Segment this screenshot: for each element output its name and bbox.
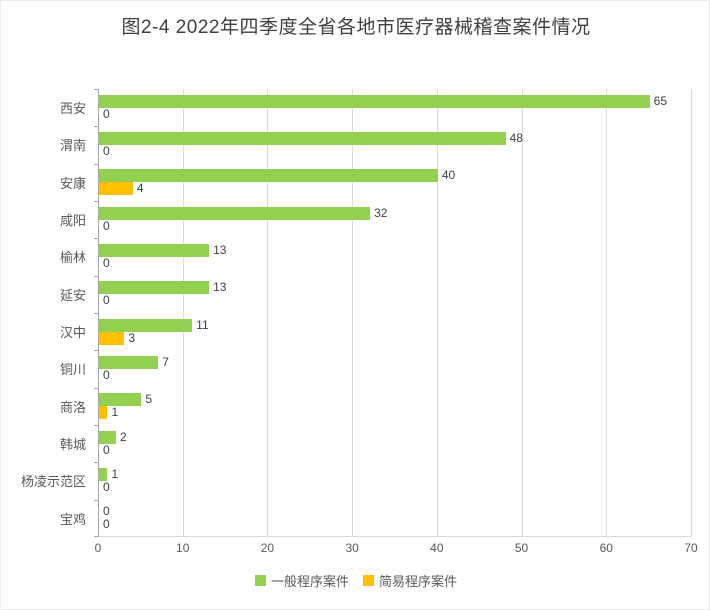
bar-general-procedure: [99, 132, 506, 145]
bar-value-label: 0: [103, 256, 110, 270]
category-axis-tick: [94, 163, 99, 165]
gridline: [606, 89, 608, 536]
bar-general-procedure: [99, 94, 650, 108]
category-axis-tick: [94, 313, 99, 314]
x-axis-tick-label: 40: [430, 541, 444, 555]
x-axis-tick-label: 60: [599, 541, 613, 555]
bar-general-procedure: [99, 318, 193, 332]
bar-general-procedure: [99, 430, 116, 444]
bar-general-procedure: [99, 281, 210, 295]
bar-simple-procedure: [99, 406, 108, 420]
category-label: 榆林: [59, 250, 86, 266]
bar-value-label: 0: [103, 480, 110, 494]
category-label: 安康: [59, 175, 86, 191]
category-label: 延安: [59, 287, 86, 303]
legend: 一般程序案件 简易程序案件: [1, 571, 709, 590]
category-label: 铜川: [59, 362, 86, 378]
bar-value-label: 0: [103, 293, 110, 308]
legend-item: 一般程序案件: [254, 571, 349, 590]
category-axis-tick: [94, 425, 99, 426]
bar-value-label: 65: [653, 93, 667, 108]
bar-value-label: 0: [103, 106, 110, 121]
bar-general-procedure: [99, 393, 142, 407]
legend-swatch-icon: [254, 575, 266, 586]
bar-value-label: 0: [103, 517, 110, 532]
legend-label: 一般程序案件: [270, 574, 349, 589]
category-label: 西安: [59, 101, 86, 117]
bar-value-label: 40: [441, 168, 456, 183]
bar-value-label: 13: [213, 280, 227, 295]
bar-value-label: 0: [103, 504, 110, 519]
category-axis-tick: [94, 238, 99, 240]
category-axis-tick: [94, 126, 99, 128]
gridline: [521, 89, 523, 536]
chart-title: 图2-4 2022年四季度全省各地市医疗器械稽查案件情况: [121, 17, 591, 38]
category-label: 汉中: [59, 325, 86, 341]
bar-general-procedure: [99, 206, 371, 220]
bar-value-label: 48: [509, 131, 523, 145]
category-label: 韩城: [59, 437, 86, 453]
category-axis-tick: [94, 536, 99, 537]
bar-value-label: 0: [103, 144, 110, 158]
bar-value-label: 1: [111, 405, 119, 420]
bar-value-label: 1: [111, 467, 119, 481]
bar-value-label: 13: [213, 243, 227, 257]
category-axis-tick: [94, 350, 99, 352]
bar-value-label: 5: [145, 392, 153, 407]
category-axis-tick: [94, 201, 99, 202]
bar-value-label: 32: [374, 205, 388, 220]
legend-item: 简易程序案件: [363, 571, 457, 590]
bar-general-procedure: [99, 468, 108, 481]
bar-general-procedure: [99, 169, 438, 183]
category-axis-tick: [94, 387, 99, 389]
category-label: 商洛: [59, 399, 86, 415]
x-axis-tick-label: 0: [94, 541, 102, 555]
bar-value-label: 0: [103, 218, 110, 233]
x-axis-tick-label: 10: [176, 541, 190, 555]
gridline: [267, 89, 269, 536]
bar-value-label: 0: [103, 442, 110, 457]
x-axis-tick-label: 70: [684, 541, 698, 555]
bar-general-procedure: [99, 244, 210, 257]
y-axis-labels: 西安渭南安康咸阳榆林延安汉中铜川商洛韩城杨凌示范区宝鸡: [1, 89, 93, 537]
x-axis-tick-label: 50: [514, 541, 529, 555]
category-axis-tick: [94, 275, 99, 277]
category-axis-tick: [94, 89, 99, 90]
bar-value-label: 3: [128, 330, 136, 345]
gridline: [436, 89, 438, 536]
plot-area: 65 0 48 0 40 4 32 0 13 0 13 0 11 3 7 0 5 1 2 0 1 0 0 0: [94, 89, 692, 537]
bar-value-label: 11: [196, 317, 209, 332]
legend-swatch-icon: [363, 575, 374, 586]
x-axis-tick-label: 30: [345, 541, 359, 555]
bar-value-label: 0: [103, 368, 110, 382]
gridline: [691, 89, 692, 536]
category-label: 杨凌示范区: [20, 474, 86, 490]
category-label: 咸阳: [59, 213, 86, 229]
bar-simple-procedure: [99, 182, 133, 196]
category-axis-tick: [94, 462, 99, 464]
bar-general-procedure: [99, 356, 159, 369]
bar-value-label: 7: [162, 355, 169, 369]
x-axis-tick-label: 20: [260, 541, 275, 555]
category-label: 宝鸡: [59, 511, 86, 527]
bar-value-label: 4: [136, 181, 144, 196]
x-axis: 0 10 20 30 40 50 60 70: [94, 541, 698, 557]
bar-simple-procedure: [99, 331, 125, 345]
category-label: 渭南: [59, 138, 86, 154]
legend-label: 简易程序案件: [379, 574, 458, 589]
category-axis-tick: [94, 499, 99, 501]
gridline: [182, 89, 184, 536]
gridline: [352, 89, 354, 536]
bar-value-label: 2: [119, 429, 127, 444]
